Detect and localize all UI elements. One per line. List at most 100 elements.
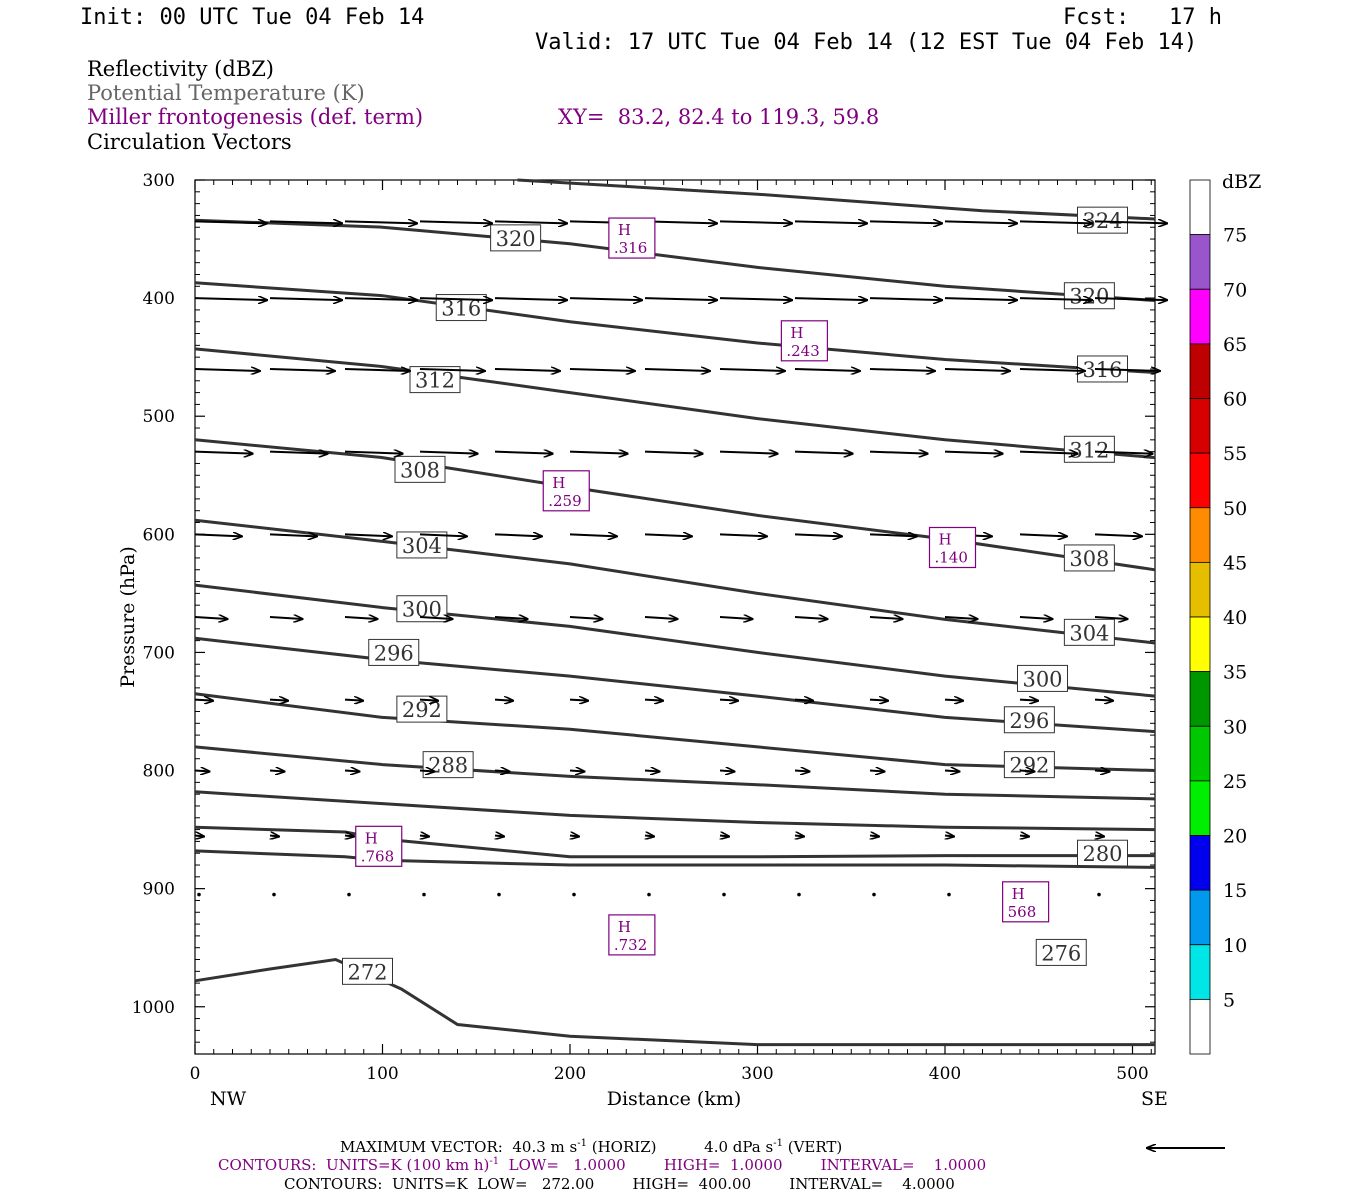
circulation-vector — [644, 221, 717, 223]
frontogenesis-max-box — [608, 914, 656, 956]
circulation-vector — [1019, 534, 1067, 536]
y-tick-label: 400 — [143, 289, 175, 309]
circulation-vector — [344, 298, 417, 300]
circulation-vector — [344, 700, 363, 701]
x-tick-label: 500 — [1116, 1064, 1148, 1084]
colorbar-level-label: 25 — [1223, 771, 1247, 793]
colorbar-segment — [1189, 780, 1211, 836]
circulation-vector — [1094, 298, 1167, 300]
theta-label-box — [1003, 706, 1055, 734]
circulation-vector — [794, 221, 867, 223]
circulation-vector — [795, 836, 804, 837]
circulation-vector — [794, 369, 860, 371]
theta-label: 304 — [402, 534, 442, 558]
colorbar-level-label: 65 — [1223, 334, 1247, 356]
theta-label-box — [396, 531, 448, 559]
circulation-vector — [1094, 771, 1109, 772]
circulation-vector — [869, 452, 928, 454]
circulation-vector — [194, 771, 209, 772]
frontogenesis-max-box — [928, 526, 977, 569]
circulation-vector — [645, 836, 654, 837]
circulation-vector — [194, 369, 260, 371]
circulation-vector — [347, 892, 351, 897]
circulation-vector — [794, 534, 842, 536]
circulation-vector — [1094, 700, 1113, 701]
circulation-vector — [1019, 298, 1092, 300]
circulation-vector — [494, 534, 542, 536]
circulation-vector — [269, 221, 342, 223]
circulation-vector — [644, 617, 677, 619]
circulation-vector — [569, 617, 602, 619]
colorbar-segment — [1189, 452, 1211, 509]
circulation-vector — [1019, 617, 1052, 619]
colorbar-segment — [1189, 725, 1211, 782]
circulation-vector — [570, 836, 579, 837]
theta-324-contour — [517, 178, 1156, 221]
circulation-vector — [419, 700, 438, 701]
frontogenesis-max-box — [355, 825, 403, 867]
footer-contours-theta: CONTOURS: UNITS=K LOW= 272.00 HIGH= 400.… — [284, 1175, 955, 1193]
colorbar-segment — [1189, 944, 1211, 1000]
circulation-vector — [945, 836, 954, 837]
theta-label: 300 — [1022, 667, 1062, 691]
circulation-vector — [1094, 221, 1167, 223]
circulation-vector — [869, 700, 888, 701]
circulation-vector — [1094, 617, 1127, 619]
circulation-vector — [272, 892, 276, 897]
circulation-vector — [944, 700, 963, 701]
theta-296-contour — [194, 636, 1156, 734]
frontogenesis-max-value: .768 — [361, 847, 394, 865]
theta-label: 320 — [496, 227, 536, 251]
circulation-vector — [719, 298, 792, 300]
theta-label-box — [1077, 839, 1128, 867]
x-tick-label: 300 — [741, 1064, 773, 1084]
theta-316-contour — [194, 281, 1156, 374]
circulation-vector — [719, 534, 767, 536]
circulation-vector — [197, 892, 201, 897]
circulation-vector — [422, 892, 426, 897]
theta-contours: 3243203203163163123123083083043043003002… — [194, 178, 1156, 1047]
y-tick-label: 600 — [143, 525, 175, 545]
x-tick-label: 0 — [190, 1064, 201, 1084]
colorbar-segment — [1189, 561, 1211, 618]
circulation-vector — [644, 771, 659, 772]
theta-label: 272 — [347, 960, 387, 984]
frontogenesis-max-box — [780, 320, 828, 362]
circulation-vector — [494, 452, 553, 454]
circulation-vector — [869, 771, 884, 772]
theta-label: 304 — [1069, 621, 1109, 645]
theta-280-contour — [194, 825, 1155, 859]
theta-label: 292 — [1009, 754, 1049, 778]
y-tick-label: 800 — [143, 762, 175, 782]
circulation-vector — [1020, 836, 1029, 837]
circulation-vector — [1019, 700, 1038, 701]
circulation-vector — [419, 452, 478, 454]
y-tick-label: 900 — [143, 880, 175, 900]
circulation-vector — [344, 617, 377, 619]
colorbar-level-label: 55 — [1223, 443, 1247, 465]
x-tick-label: 100 — [366, 1064, 398, 1084]
theta-label-box — [1063, 282, 1115, 310]
circulation-vector — [947, 892, 951, 897]
x-tick-label: 400 — [929, 1064, 961, 1084]
circulation-vector — [494, 617, 527, 619]
circulation-vector — [944, 771, 959, 772]
circulation-vector — [269, 617, 302, 619]
circulation-vector — [869, 298, 942, 300]
footer-max-vector: MAXIMUM VECTOR: 40.3 m s-1 (HORIZ) 4.0 d… — [340, 1138, 843, 1156]
circulation-vector — [794, 700, 813, 701]
circulation-vector — [944, 298, 1017, 300]
circulation-vector — [269, 452, 328, 454]
circulation-vector — [794, 617, 827, 619]
circulation-vector — [495, 836, 504, 837]
circulation-vector — [494, 771, 509, 772]
circulation-vector — [419, 617, 452, 619]
circulation-vector — [344, 534, 392, 536]
circulation-vector — [794, 298, 867, 300]
circulation-vector — [569, 534, 617, 536]
legend-potential-temperature: Potential Temperature (K) — [87, 81, 365, 105]
theta-label-box — [368, 638, 420, 666]
circulation-vector — [944, 369, 1010, 371]
y-axis: 300 400 500 600 700 800 900 1000 — [132, 171, 1155, 1043]
